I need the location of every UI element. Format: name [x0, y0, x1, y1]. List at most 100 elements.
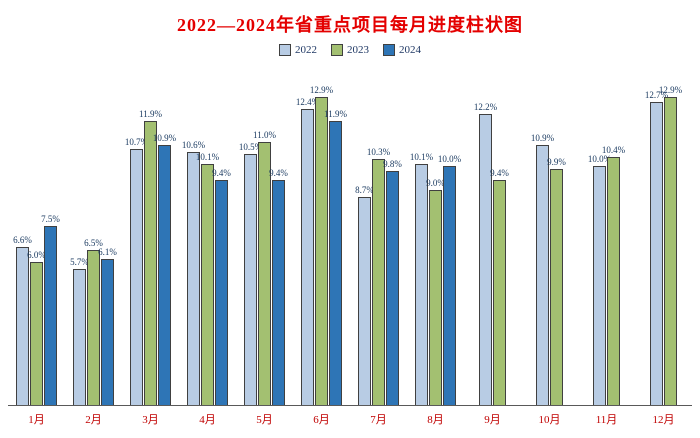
bar-2022-7月: 8.7%	[355, 185, 374, 405]
x-axis-label-8月: 8月	[427, 414, 444, 426]
x-axis-label-11月: 11月	[595, 414, 618, 426]
x-axis-labels: 1月 2月 3月 4月 5月 6月 7月 8月 9月 10月 11月 12月	[8, 406, 692, 427]
bar-2022-5月: 10.5%	[239, 142, 262, 405]
bar-value-label: 8.7%	[355, 185, 374, 196]
bar-value-label: 12.4%	[295, 96, 320, 107]
bar-value-label: 11.0%	[253, 130, 276, 141]
bar-group-8月: 10.1% 9.0% 10.0%	[407, 61, 464, 405]
bar-value-label: 9.0%	[426, 178, 445, 188]
bar-value-label: 11.9%	[139, 108, 162, 119]
bar-group-5月: 10.5% 11.0% 9.4%	[236, 61, 293, 405]
bar-2023-1月: 6.0%	[27, 250, 46, 405]
bar-value-label: 9.4%	[269, 168, 288, 179]
x-axis-label-2月: 2月	[85, 414, 102, 426]
x-axis-label-4月: 4月	[199, 414, 216, 426]
bar-2024-7月: 9.8%	[383, 159, 402, 405]
bar-group-11月: 10.0% 10.4%	[578, 61, 635, 405]
bar-2024-4月: 9.4%	[212, 168, 231, 405]
bar-value-label: 7.5%	[41, 213, 60, 224]
x-axis-label-1月: 1月	[28, 414, 45, 426]
bar-group-1月: 6.6% 6.0% 7.5%	[8, 61, 65, 405]
bar-2022-11月: 10.0%	[588, 154, 611, 405]
bar-2022-8月: 10.1%	[410, 152, 433, 405]
bar-2024-8月: 10.0%	[438, 154, 461, 405]
bar-2022-2月: 5.7%	[70, 257, 89, 405]
bar-value-label: 6.5%	[84, 237, 103, 248]
bar-2024-2月: 6.1%	[98, 247, 117, 405]
bar-group-7月: 8.7% 10.3% 9.8%	[350, 61, 407, 405]
bar-2023-6月: 12.9%	[310, 85, 333, 405]
bar-value-label: 10.3%	[366, 146, 391, 157]
bar-group-10月: 10.9% 9.9%	[521, 61, 578, 405]
bar-2023-10月: 9.9%	[547, 157, 566, 405]
legend-item-2023: 2023	[331, 44, 369, 56]
bar-value-label: 10.4%	[601, 144, 626, 155]
legend: 2022 2023 2024	[0, 39, 700, 61]
x-axis-label-5月: 5月	[256, 414, 273, 426]
bar-2022-1月: 6.6%	[13, 235, 32, 405]
x-axis-label-7月: 7月	[370, 414, 387, 426]
bar-group-2月: 5.7% 6.5% 6.1%	[65, 61, 122, 405]
bar-2024-6月: 11.9%	[324, 109, 347, 405]
bar-value-label: 5.7%	[70, 256, 89, 267]
bar-2024-5月: 9.4%	[269, 168, 288, 405]
x-axis-label-6月: 6月	[313, 414, 330, 426]
bar-2023-2月: 6.5%	[84, 238, 103, 405]
x-axis-label-12月: 12月	[652, 414, 675, 426]
bar-value-label: 10.0%	[437, 154, 462, 165]
bar-2024-1月: 7.5%	[41, 214, 60, 405]
bar-value-label: 10.6%	[181, 139, 206, 150]
legend-item-2024: 2024	[383, 44, 421, 56]
x-axis-label-9月: 9月	[484, 414, 501, 426]
bar-2022-3月: 10.7%	[125, 137, 148, 405]
bar-value-label: 12.9%	[658, 84, 683, 95]
bar-2023-7月: 10.3%	[367, 147, 390, 405]
bar-2023-9月: 9.4%	[490, 168, 509, 405]
plot-area: 6.6% 6.0% 7.5% 5.7% 6.5% 6.1% 10.7% 11.9% 10.9% 1…	[8, 61, 692, 406]
bar-value-label: 10.9%	[152, 132, 177, 143]
legend-item-2022: 2022	[279, 44, 317, 56]
bar-2022-6月: 12.4%	[296, 97, 319, 405]
bar-value-label: 6.0%	[27, 249, 46, 260]
bar-value-label: 10.7%	[124, 137, 149, 148]
legend-swatch-icon	[331, 44, 343, 56]
bar-value-label: 11.9%	[324, 108, 347, 119]
bar-2023-5月: 11.0%	[253, 130, 276, 405]
bar-value-label: 10.5%	[238, 142, 263, 153]
bar-2023-4月: 10.1%	[196, 152, 219, 405]
bar-value-label: 6.6%	[13, 235, 32, 246]
bar-value-label: 12.2%	[473, 101, 498, 112]
bar-2022-4月: 10.6%	[182, 140, 205, 405]
bar-2023-11月: 10.4%	[602, 145, 625, 405]
bar-group-9月: 12.2% 9.4%	[464, 61, 521, 405]
bar-value-label: 10.0%	[587, 154, 612, 165]
bar-value-label: 12.9%	[309, 84, 334, 95]
bar-group-6月: 12.4% 12.9% 11.9%	[293, 61, 350, 405]
bar-group-12月: 12.7% 12.9%	[635, 61, 692, 405]
bar-group-4月: 10.6% 10.1% 9.4%	[179, 61, 236, 405]
bar-2022-12月: 12.7%	[645, 90, 668, 405]
bar-group-3月: 10.7% 11.9% 10.9%	[122, 61, 179, 405]
legend-label: 2022	[295, 44, 317, 56]
legend-label: 2023	[347, 44, 369, 56]
bar-value-label: 9.4%	[212, 168, 231, 179]
bar-value-label: 6.1%	[98, 247, 117, 258]
bar-value-label: 10.1%	[195, 151, 220, 162]
bar-value-label: 9.8%	[383, 158, 402, 169]
bar-value-label: 12.7%	[644, 89, 669, 100]
chart-title: 2022—2024年省重点项目每月进度柱状图	[177, 15, 523, 35]
x-axis-label-10月: 10月	[538, 414, 561, 426]
bar-2023-8月: 9.0%	[426, 178, 445, 405]
legend-swatch-icon	[279, 44, 291, 56]
bar-value-label: 9.9%	[547, 156, 566, 167]
bar-value-label: 10.1%	[409, 151, 434, 162]
bar-value-label: 9.4%	[490, 168, 509, 179]
legend-label: 2024	[399, 44, 421, 56]
bar-2022-9月: 12.2%	[474, 102, 497, 405]
x-axis-label-3月: 3月	[142, 414, 159, 426]
bar-2023-3月: 11.9%	[139, 109, 162, 405]
legend-swatch-icon	[383, 44, 395, 56]
bar-2023-12月: 12.9%	[659, 85, 682, 405]
bar-value-label: 10.9%	[530, 132, 555, 143]
